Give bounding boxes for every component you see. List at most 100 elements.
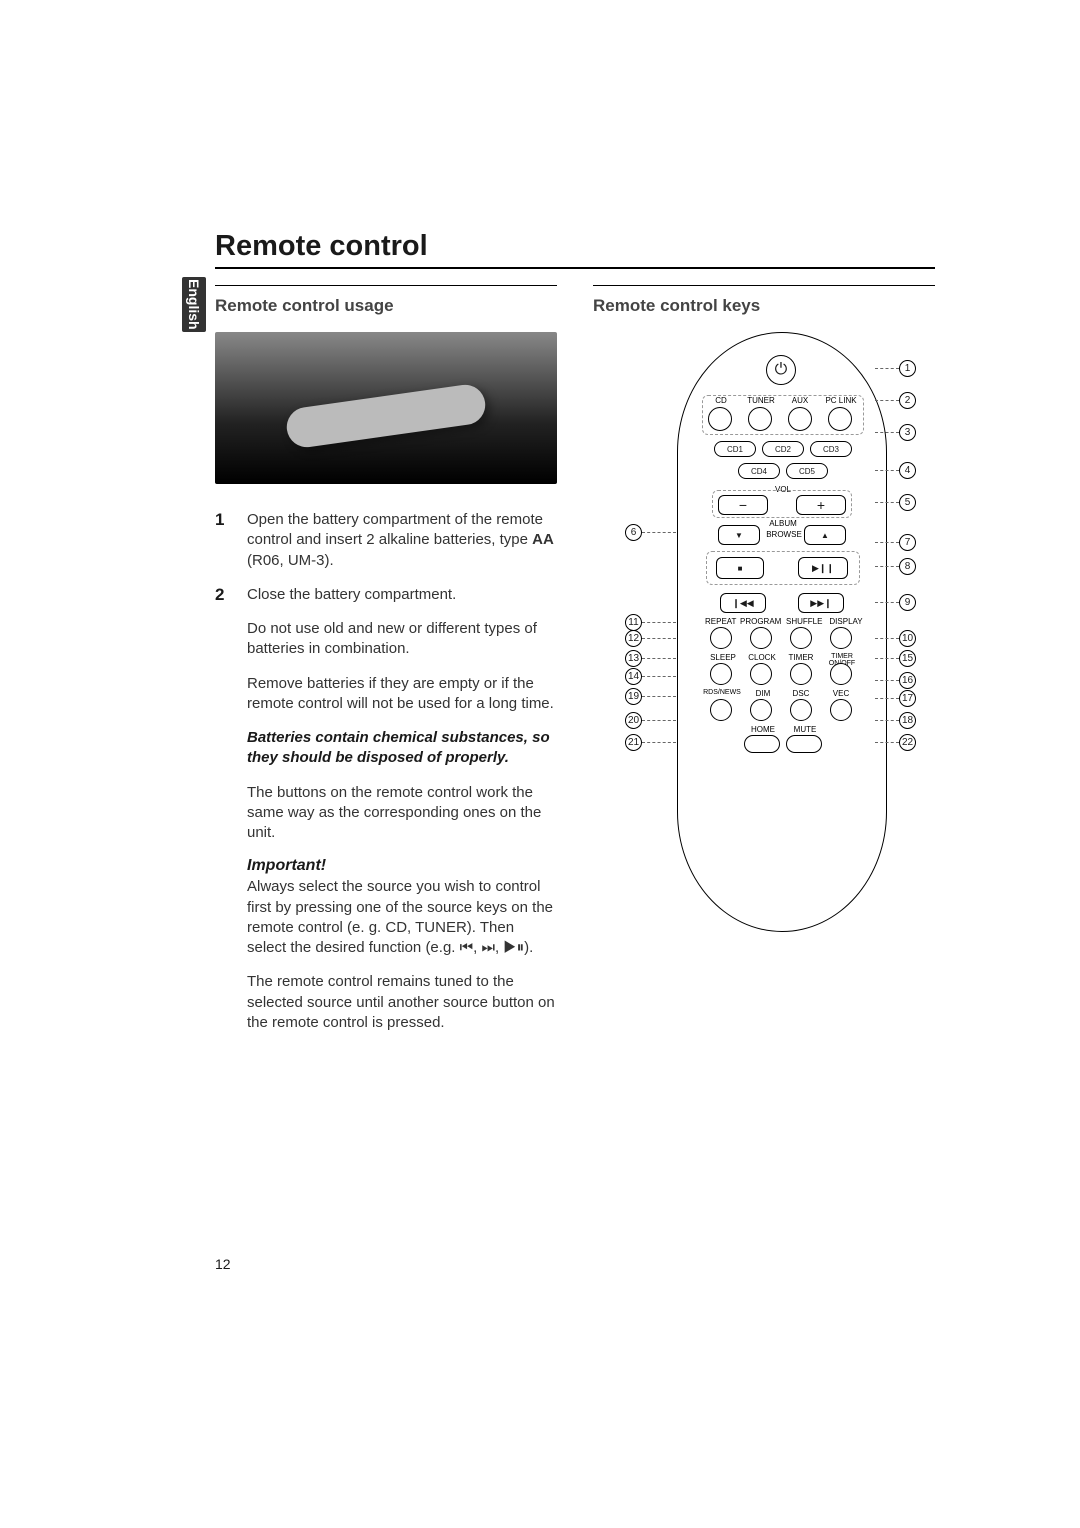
step-1: 1 Open the battery compartment of the re… <box>215 510 557 571</box>
program-button <box>750 627 772 649</box>
lbl-home: HOME <box>750 725 776 734</box>
para-same: The buttons on the remote control work t… <box>247 783 557 844</box>
stop-button: ■ <box>716 557 764 579</box>
cd-row-1: CD1 CD2 CD3 <box>714 441 852 457</box>
lbl-timer: TIMER <box>788 653 814 662</box>
callout-20: 20 <box>625 712 676 729</box>
callout-1: 1 <box>875 360 916 377</box>
remote-outline: ⏻ CD TUNER AUX PC LINK CD1 CD2 CD3 <box>677 332 887 932</box>
lbl-mute: MUTE <box>792 725 818 734</box>
timer-button <box>790 663 812 685</box>
para-oldnew: Do not use old and new or different type… <box>247 619 557 660</box>
step-text: Close the battery compartment. <box>247 585 456 605</box>
src-lbl-pclink: PC LINK <box>824 396 858 405</box>
battery-warning: Batteries contain chemical substances, s… <box>247 728 557 769</box>
play-pause-button: ▶❙❙ <box>798 557 848 579</box>
callout-18: 18 <box>875 712 916 729</box>
lbl-sleep: SLEEP <box>710 653 736 662</box>
callout-12: 12 <box>625 630 676 647</box>
para-remove: Remove batteries if they are empty or if… <box>247 674 557 715</box>
callout-2: 2 <box>875 392 916 409</box>
callout-13: 13 <box>625 650 676 667</box>
para-important: Always select the source you wish to con… <box>247 877 557 958</box>
album-label: ALBUM <box>766 519 800 528</box>
shuffle-button <box>790 627 812 649</box>
lbl-shuffle: SHUFFLE <box>786 617 822 626</box>
callout-7: 7 <box>875 534 916 551</box>
callout-3: 3 <box>875 424 916 441</box>
callout-5: 5 <box>875 494 916 511</box>
step-1-b: (R06, UM-3). <box>247 552 334 569</box>
src-btn-aux <box>788 407 812 431</box>
browse-down-button: ▼ <box>718 525 760 545</box>
clock-button <box>750 663 772 685</box>
power-button: ⏻ <box>766 355 796 385</box>
lbl-clock: CLOCK <box>748 653 776 662</box>
lbl-program: PROGRAM <box>740 617 780 626</box>
remote-photo-shape <box>284 382 488 449</box>
browse-label: BROWSE <box>762 530 806 539</box>
browse-up-button: ▲ <box>804 525 846 545</box>
callout-8: 8 <box>875 558 916 575</box>
timer-onoff-button <box>830 663 852 685</box>
src-btn-tuner <box>748 407 772 431</box>
rdsnews-button <box>710 699 732 721</box>
cd3-button: CD3 <box>810 441 852 457</box>
section-keys-heading: Remote control keys <box>593 285 935 320</box>
remote-photo <box>215 332 557 484</box>
callout-11: 11 <box>625 614 676 631</box>
para-tuned: The remote control remains tuned to the … <box>247 972 557 1033</box>
battery-type: AA <box>532 531 554 548</box>
lbl-dim: DIM <box>754 689 772 698</box>
sleep-button <box>710 663 732 685</box>
callout-4: 4 <box>875 462 916 479</box>
callout-9: 9 <box>875 594 916 611</box>
lbl-dsc: DSC <box>792 689 810 698</box>
dsc-button <box>790 699 812 721</box>
callout-16: 16 <box>875 672 916 689</box>
vec-button <box>830 699 852 721</box>
cd5-button: CD5 <box>786 463 828 479</box>
callout-19: 19 <box>625 688 676 705</box>
cd2-button: CD2 <box>762 441 804 457</box>
step-1-a: Open the battery compartment of the remo… <box>247 511 543 548</box>
lbl-rdsnews: RDS/NEWS <box>702 689 742 696</box>
step-number: 1 <box>215 510 231 571</box>
important-heading: Important! <box>247 857 557 875</box>
remote-diagram: ⏻ CD TUNER AUX PC LINK CD1 CD2 CD3 <box>593 332 935 942</box>
vol-plus-button: + <box>796 495 846 515</box>
callout-17: 17 <box>875 690 916 707</box>
right-column: Remote control keys ⏻ CD TUNER AUX PC LI… <box>593 285 935 1047</box>
cd4-button: CD4 <box>738 463 780 479</box>
callout-15: 15 <box>875 650 916 667</box>
src-lbl-aux: AUX <box>790 396 810 405</box>
page-number: 12 <box>215 1256 231 1272</box>
left-column: Remote control usage 1 Open the battery … <box>215 285 557 1047</box>
lbl-vec: VEC <box>832 689 850 698</box>
cd-row-2: CD4 CD5 <box>738 463 828 479</box>
prev-button: ❙◀◀ <box>720 593 766 613</box>
src-lbl-cd: CD <box>711 396 731 405</box>
vol-minus-button: − <box>718 495 768 515</box>
display-button <box>830 627 852 649</box>
next-button: ▶▶❙ <box>798 593 844 613</box>
repeat-button <box>710 627 732 649</box>
src-btn-cd <box>708 407 732 431</box>
mute-button <box>786 735 822 753</box>
src-lbl-tuner: TUNER <box>746 396 776 405</box>
page-title: Remote control <box>215 230 935 269</box>
callout-21: 21 <box>625 734 676 751</box>
callout-6: 6 <box>625 524 676 541</box>
callout-14: 14 <box>625 668 676 685</box>
home-button <box>744 735 780 753</box>
cd1-button: CD1 <box>714 441 756 457</box>
lbl-display: DISPLAY <box>828 617 864 626</box>
callout-22: 22 <box>875 734 916 751</box>
callout-10: 10 <box>875 630 916 647</box>
src-btn-pclink <box>828 407 852 431</box>
step-text: Open the battery compartment of the remo… <box>247 510 557 571</box>
step-number: 2 <box>215 585 231 605</box>
step-2: 2 Close the battery compartment. <box>215 585 557 605</box>
section-usage-heading: Remote control usage <box>215 285 557 320</box>
dim-button <box>750 699 772 721</box>
